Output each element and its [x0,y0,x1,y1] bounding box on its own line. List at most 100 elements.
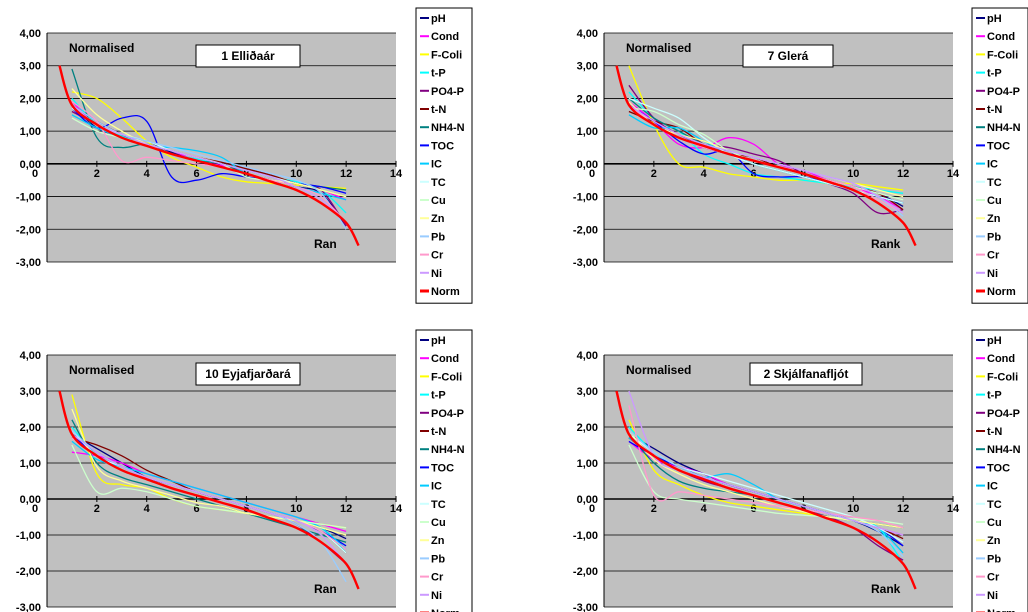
x-tick-label: 6 [194,168,200,180]
y-tick-label: 3,00 [20,386,41,398]
legend-entry: t-P [987,68,1002,80]
y-tick-label: 2,00 [20,93,41,105]
x-tick-label: 14 [947,168,960,180]
legend-entry: TOC [431,462,454,474]
legend: pH Cond F-Coli t-P PO4-P t-N NH4-N TOC IC TC Cu Zn P… [415,7,473,304]
x-tick-label: 2 [651,503,657,515]
x-tick-label: 12 [340,503,352,515]
legend-entry: t-P [431,390,446,402]
x-tick-label: 12 [897,168,909,180]
legend-entry: Cu [431,517,446,529]
x-axis-title: Ran [314,582,337,596]
legend-entry: Cu [987,517,1002,529]
legend-entry: Cond [987,31,1015,43]
y-axis-title: Normalised [626,363,691,377]
legend-entry: TC [431,177,446,189]
legend-entry: TC [987,177,1002,189]
series-line-ni [628,104,904,214]
x-tick-label: 2 [651,168,657,180]
plot-area [604,355,953,607]
x-axis-title: Ran [314,237,337,251]
title-box [749,362,863,386]
y-tick-label: 2,00 [577,422,598,434]
legend-entry: t-N [431,104,446,116]
legend-entry: TOC [987,462,1010,474]
legend-entry: IC [431,159,442,171]
legend-entry: Cr [431,572,444,584]
x-axis-title: Rank [871,237,901,251]
y-tick-label: -3,00 [16,602,41,612]
y-tick-label: 1,00 [20,126,41,138]
y-tick-label: 0,00 [20,159,41,171]
legend-entry: IC [987,481,998,493]
legend-entry: Cr [987,250,1000,262]
legend-entry: Norm [431,286,460,298]
x-tick-label: 12 [897,503,909,515]
y-tick-label: -3,00 [573,257,598,269]
legend-entry: Ni [987,590,998,602]
legend-entry: pH [431,335,446,347]
legend-entry: TC [431,499,446,511]
y-tick-label: -1,00 [16,530,41,542]
chart-title: 10 Eyjafjarðará [205,367,291,381]
legend-entry: Ni [431,590,442,602]
y-tick-label: 0,00 [577,494,598,506]
x-tick-label: 14 [390,503,403,515]
legend-entry: t-N [987,426,1002,438]
title-box [195,362,301,386]
x-tick-label-origin: 0 [32,168,38,180]
y-tick-label: -3,00 [16,257,41,269]
legend-entry: Cr [987,572,1000,584]
legend-entry: TC [987,499,1002,511]
legend-entry: Norm [987,286,1016,298]
legend-entry: Pb [431,231,445,243]
series-line-norm [615,65,917,247]
y-axis-title: Normalised [69,363,134,377]
legend-entry: t-N [431,426,446,438]
y-tick-label: 1,00 [20,458,41,470]
legend-entry: Zn [431,213,445,225]
series-line-ni [71,433,347,565]
chart-panel-4: 4,003,002,001,000,00-1,00-2,00-3,002 4 6 8 1… [573,329,1028,612]
y-tick-label: -1,00 [573,530,598,542]
chart-panel-3: 4,003,002,001,000,00-1,00-2,00-3,002 4 6 8 1… [16,329,473,612]
legend-entry: NH4-N [987,444,1021,456]
legend-entry: pH [987,335,1002,347]
y-tick-label: 3,00 [577,386,598,398]
legend-entry: TOC [431,140,454,152]
title-box [742,44,834,68]
legend-entry: pH [987,13,1002,25]
y-tick-label: 4,00 [20,350,41,362]
y-tick-label: -3,00 [573,602,598,612]
legend-entry: IC [431,481,442,493]
series-line-ni [71,104,347,224]
legend-entry: Pb [987,231,1001,243]
x-tick-label: 10 [290,168,302,180]
x-tick-label: 14 [390,168,403,180]
legend-entry: Zn [987,535,1001,547]
y-tick-label: 4,00 [20,28,41,40]
title-box [195,44,301,68]
x-tick-label: 2 [94,168,100,180]
legend-entry: PO4-P [431,86,464,98]
x-axis-title: Rank [871,582,901,596]
legend-entry: Norm [987,608,1016,612]
legend-entry: Cond [431,31,459,43]
legend-entry: Cu [987,195,1002,207]
y-tick-label: -1,00 [16,192,41,204]
legend-entry: F-Coli [431,49,462,61]
series-line-norm [58,390,360,590]
x-tick-label: 4 [701,168,708,180]
legend-entry: t-P [431,68,446,80]
legend-entry: Cu [431,195,446,207]
y-tick-label: -2,00 [16,224,41,236]
y-tick-label: -2,00 [16,566,41,578]
x-tick-label: 12 [340,168,352,180]
legend-entry: Cond [431,353,459,365]
x-tick-label: 10 [847,168,859,180]
x-tick-label-origin: 0 [32,503,38,515]
chart-panel-2: 4,003,002,001,000,00-1,00-2,00-3,002 4 6 8 1… [573,7,1028,304]
series-line-f-coli [71,91,347,190]
y-tick-label: 4,00 [577,28,598,40]
x-tick-label: 2 [94,503,100,515]
